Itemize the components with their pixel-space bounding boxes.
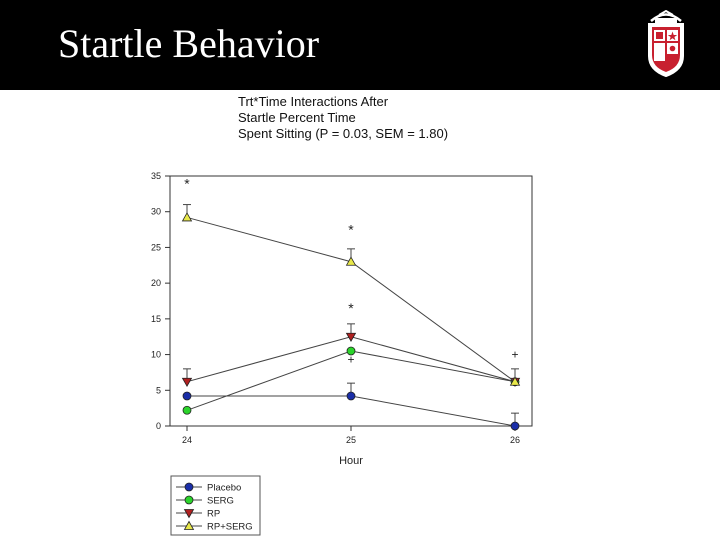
legend-label: SERG bbox=[207, 496, 234, 507]
significance-marker: + bbox=[347, 353, 354, 367]
y-tick-label: 20 bbox=[151, 278, 161, 288]
slide-title: Startle Behavior bbox=[58, 21, 320, 66]
data-point bbox=[182, 405, 192, 415]
chart-series: * * * + + bbox=[181, 176, 521, 431]
x-tick-label: 25 bbox=[346, 435, 356, 445]
data-point bbox=[345, 256, 357, 266]
legend-marker bbox=[183, 509, 195, 519]
data-point bbox=[181, 377, 193, 388]
y-tick-label: 15 bbox=[151, 314, 161, 324]
series-rp-serg bbox=[181, 204, 521, 386]
legend-label: Placebo bbox=[207, 483, 241, 494]
significance-marker: * bbox=[184, 176, 190, 192]
slide-header: Startle Behavior bbox=[0, 0, 720, 90]
legend-marker bbox=[184, 495, 194, 505]
legend-marker bbox=[183, 520, 195, 530]
data-point bbox=[510, 421, 520, 431]
series-line bbox=[187, 395, 516, 427]
data-point bbox=[346, 391, 356, 401]
data-point bbox=[182, 391, 192, 401]
x-tick-label: 24 bbox=[182, 435, 192, 445]
x-tick-label: 26 bbox=[510, 435, 520, 445]
chart-legend: Placebo SERG RP RP+SERG bbox=[170, 475, 261, 536]
significance-marker: + bbox=[511, 348, 518, 362]
chart-title: Trt*Time Interactions After Startle Perc… bbox=[238, 94, 449, 141]
y-tick-label: 5 bbox=[156, 385, 161, 395]
x-axis-label: Hour bbox=[339, 455, 363, 467]
university-seal-logo bbox=[648, 10, 684, 78]
y-tick-label: 10 bbox=[151, 350, 161, 360]
data-point bbox=[345, 332, 357, 343]
significance-marker: * bbox=[348, 221, 354, 237]
y-tick-label: 0 bbox=[156, 421, 161, 431]
y-tick-label: 35 bbox=[151, 171, 161, 181]
legend-label: RP bbox=[207, 509, 220, 520]
y-tick-label: 25 bbox=[151, 242, 161, 252]
data-point bbox=[346, 346, 356, 356]
chart-axes: 0 5 10 15 20 25 30 35 24 25 26 Hour bbox=[151, 171, 533, 467]
data-point bbox=[509, 376, 521, 386]
data-point bbox=[181, 212, 193, 222]
legend-marker bbox=[184, 482, 194, 492]
y-tick-label: 30 bbox=[151, 207, 161, 217]
series-placebo bbox=[182, 382, 520, 431]
legend-label: RP+SERG bbox=[207, 522, 253, 533]
significance-marker: * bbox=[348, 300, 354, 316]
